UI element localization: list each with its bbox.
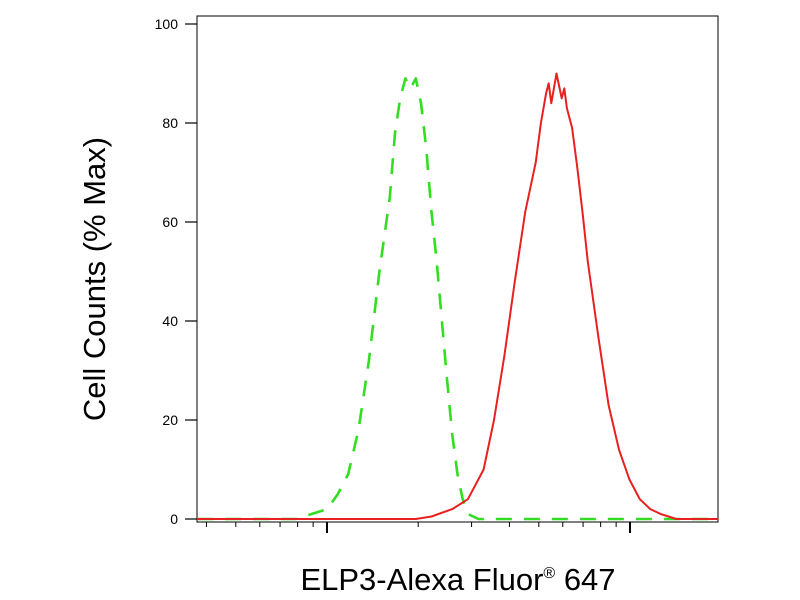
y-tick-label: 80 [162, 115, 178, 131]
y-tick-label: 40 [162, 313, 178, 329]
y-tick-label: 100 [155, 16, 179, 32]
series-line-sample-solid [197, 72, 718, 520]
y-tick-label: 60 [162, 214, 178, 230]
x-axis-title-main: ELP3-Alexa Fluor [300, 562, 543, 597]
x-axis-title: ELP3-Alexa Fluor® 647 [300, 562, 615, 597]
plot-frame [196, 15, 719, 523]
x-axis-title-suffix: 647 [555, 562, 615, 597]
y-tick-label: 0 [170, 511, 178, 527]
registered-mark: ® [543, 565, 555, 582]
y-axis: 0 20 40 60 80 100 [155, 16, 197, 527]
series-line-control-dashed [197, 77, 718, 521]
x-axis [205, 522, 631, 533]
y-tick-label: 20 [162, 412, 178, 428]
series-layer [197, 72, 718, 521]
y-axis-title: Cell Counts (% Max) [77, 137, 112, 421]
